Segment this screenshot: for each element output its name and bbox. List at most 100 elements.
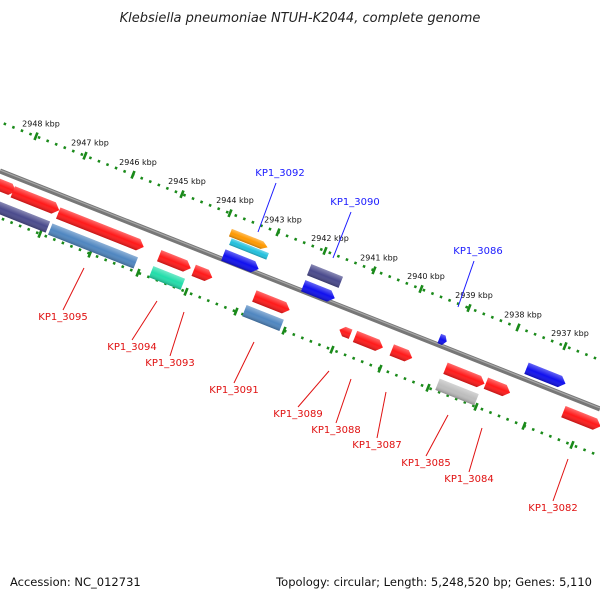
lower-scale-dot (565, 441, 570, 445)
scale-dot (28, 132, 33, 136)
gene-arrow[interactable] (228, 228, 269, 251)
label-leader-line (62, 267, 85, 311)
gene-arrow[interactable] (148, 266, 186, 290)
label-leader-line (257, 182, 277, 233)
label-leader-line (297, 370, 330, 408)
gene-arrow[interactable] (561, 406, 600, 432)
lower-scale-dot (121, 265, 125, 269)
scale-major-tick (130, 170, 136, 179)
gene-arrow[interactable] (56, 207, 146, 252)
lower-scale-dot (27, 227, 31, 232)
gene-arrow[interactable] (0, 199, 51, 233)
scale-dot (11, 125, 16, 129)
gene-arrow[interactable] (242, 305, 284, 331)
gene-arrow[interactable] (306, 264, 344, 288)
gene-label[interactable]: KP1_3093 (145, 358, 194, 369)
label-leader-line (457, 260, 475, 308)
gene-arrow[interactable] (191, 264, 214, 284)
gene-label[interactable]: KP1_3085 (401, 458, 450, 469)
scale-dot (559, 342, 563, 347)
scale-dot (345, 257, 349, 262)
genome-backbone (0, 168, 600, 412)
scale-dot (268, 227, 272, 231)
gene-label[interactable]: KP1_3086 (453, 246, 502, 257)
gene-label[interactable]: KP1_3092 (255, 168, 304, 179)
scale-dot (285, 234, 289, 238)
scale-dot (225, 210, 229, 214)
scale-dot (3, 122, 7, 126)
gene-arrow[interactable] (443, 362, 486, 390)
lower-scale-dot (411, 380, 416, 384)
scale-dot (413, 285, 418, 289)
gene-label[interactable]: KP1_3088 (311, 425, 360, 436)
scale-label: 2944 kbp (216, 196, 254, 205)
scale-dot (71, 149, 75, 153)
lower-scale-dot (480, 407, 484, 411)
gene-label[interactable]: KP1_3084 (444, 474, 493, 485)
scale-label: 2945 kbp (168, 177, 206, 186)
scale-dot (157, 183, 161, 187)
gene-arrow[interactable] (221, 249, 261, 274)
gene-arrow[interactable] (229, 238, 269, 260)
lower-scale-dot (198, 295, 202, 299)
lower-scale-dot (180, 288, 185, 293)
lower-scale-dot (360, 360, 364, 364)
gene-arrow[interactable] (352, 330, 385, 353)
lower-scale-dot (317, 343, 322, 347)
lower-scale-dot (112, 261, 116, 265)
scale-dot (542, 335, 546, 340)
scale-dot (122, 169, 127, 174)
scale-label: 2941 kbp (360, 253, 398, 262)
gene-arrow[interactable] (156, 250, 193, 274)
scale-dot (490, 315, 494, 319)
gene-arrow[interactable] (300, 280, 337, 304)
gene-arrow[interactable] (389, 344, 415, 363)
scale-label: 2939 kbp (455, 291, 493, 300)
scale-major-tick (227, 209, 233, 218)
scale-dot (208, 203, 212, 208)
lower-scale-dot (189, 292, 193, 296)
gene-label[interactable]: KP1_3087 (352, 440, 401, 451)
lower-scale-dot (334, 349, 339, 354)
gene-label[interactable]: KP1_3091 (209, 385, 258, 396)
lower-scale-dot (292, 332, 296, 337)
lower-scale-dot (454, 397, 458, 401)
scale-dot (105, 162, 110, 167)
lower-scale-dot (497, 414, 501, 418)
scale-dot (140, 176, 144, 180)
gene-arrow[interactable] (338, 325, 353, 339)
lower-scale-dot (386, 370, 390, 374)
gene-arrow[interactable] (437, 333, 448, 346)
scale-dot (234, 213, 238, 218)
lower-scale-dot (582, 448, 587, 452)
scale-dot (191, 196, 195, 201)
gene-label[interactable]: KP1_3089 (273, 409, 322, 420)
lower-scale-tick (329, 345, 335, 354)
scale-dot (45, 139, 50, 143)
gene-label[interactable]: KP1_3095 (38, 312, 87, 323)
gene-arrow[interactable] (435, 378, 479, 406)
gene-arrow[interactable] (524, 362, 567, 390)
lower-scale-dot (394, 373, 399, 377)
gene-arrow[interactable] (483, 377, 513, 399)
lower-scale-dot (309, 339, 313, 343)
gene-arrow[interactable] (252, 290, 292, 315)
lower-scale-tick (425, 383, 431, 392)
scale-major-tick (322, 246, 328, 256)
lower-scale-dot (420, 383, 424, 388)
label-leader-line (233, 341, 255, 384)
gene-arrow[interactable] (48, 223, 138, 269)
genome-title: Klebsiella pneumoniae NTUH-K2044, comple… (120, 11, 481, 26)
gene-arrow[interactable] (10, 186, 62, 216)
lower-scale-tick (521, 421, 527, 431)
lower-scale-dot (514, 421, 518, 425)
lower-scale-dot (505, 417, 510, 422)
lower-scale-dot (343, 353, 347, 357)
gene-label[interactable]: KP1_3094 (107, 342, 156, 353)
scale-major-tick (562, 341, 568, 351)
lower-scale-tick (37, 229, 43, 239)
lower-scale-tick (135, 268, 141, 277)
gene-label[interactable]: KP1_3082 (528, 503, 577, 514)
gene-arrow[interactable] (0, 174, 18, 197)
gene-label[interactable]: KP1_3090 (330, 197, 379, 208)
